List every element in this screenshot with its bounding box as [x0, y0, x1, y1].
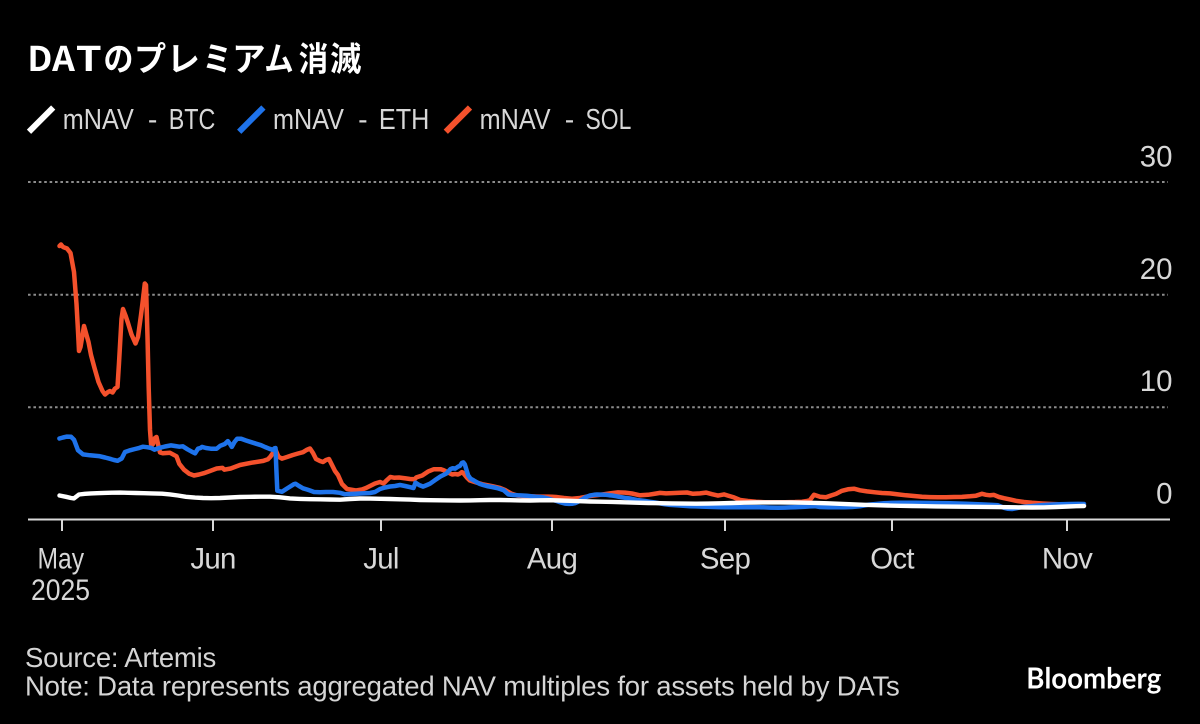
svg-text:30: 30: [1140, 141, 1173, 174]
svg-text:Note: Data represents aggregat: Note: Data represents aggregated NAV mul…: [25, 671, 900, 702]
svg-text:20: 20: [1140, 253, 1173, 286]
svg-text:May: May: [38, 542, 85, 575]
svg-text:Nov: Nov: [1042, 542, 1093, 575]
svg-text:mNAV: mNAV: [480, 104, 551, 136]
svg-text:Jul: Jul: [363, 542, 398, 575]
svg-text:Jun: Jun: [190, 542, 235, 575]
svg-text:SOL: SOL: [586, 104, 632, 136]
svg-text:-: -: [148, 104, 158, 136]
svg-text:Sep: Sep: [700, 542, 751, 575]
svg-text:mNAV: mNAV: [63, 104, 134, 136]
svg-text:0: 0: [1156, 478, 1172, 511]
svg-text:ETH: ETH: [379, 104, 429, 136]
svg-text:2025: 2025: [31, 574, 90, 607]
svg-text:Oct: Oct: [870, 542, 914, 575]
svg-text:-: -: [565, 104, 575, 136]
svg-text:10: 10: [1140, 365, 1173, 398]
svg-text:-: -: [358, 104, 368, 136]
svg-text:Aug: Aug: [527, 542, 577, 575]
svg-text:Source: Artemis: Source: Artemis: [25, 642, 216, 673]
svg-text:BTC: BTC: [169, 104, 216, 136]
svg-text:mNAV: mNAV: [273, 104, 344, 136]
